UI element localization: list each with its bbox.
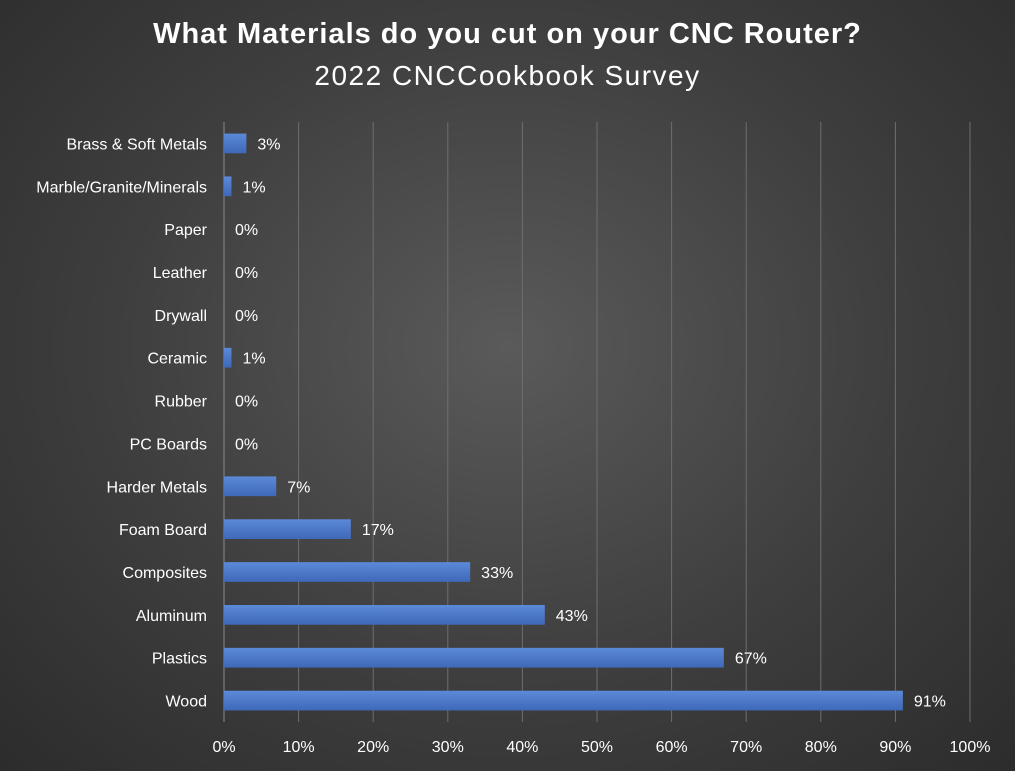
bar xyxy=(224,133,247,154)
bar xyxy=(224,647,724,668)
data-label: 17% xyxy=(362,522,394,539)
bar xyxy=(224,690,903,711)
category-label: Paper xyxy=(164,222,207,239)
data-label: 0% xyxy=(235,394,258,411)
data-label: 91% xyxy=(914,694,946,711)
x-tick-label: 70% xyxy=(730,739,762,756)
bar xyxy=(224,519,351,539)
x-tick-label: 50% xyxy=(581,739,613,756)
data-labels: 3% 1% 0% 0% 0% 1% 0% 0% 7% 17% 33% 43% 67% 91% xyxy=(235,136,946,710)
data-label: 3% xyxy=(257,136,280,153)
x-tick-label: 40% xyxy=(506,739,538,756)
data-label: 0% xyxy=(235,308,258,325)
category-label: Harder Metals xyxy=(107,479,207,496)
data-label: 0% xyxy=(235,265,258,282)
data-label: 1% xyxy=(242,351,265,368)
data-label: 33% xyxy=(481,565,513,582)
x-tick-label: 0% xyxy=(212,739,235,756)
x-tick-label: 90% xyxy=(879,739,911,756)
category-label: Marble/Granite/Minerals xyxy=(36,179,207,196)
data-label: 1% xyxy=(242,179,265,196)
chart-title: What Materials do you cut on your CNC Ro… xyxy=(153,18,862,50)
category-label: PC Boards xyxy=(130,436,207,453)
gridlines xyxy=(223,122,971,722)
x-tick-label: 10% xyxy=(283,739,315,756)
category-labels: Brass & Soft Metals Marble/Granite/Minera… xyxy=(36,136,207,710)
category-label: Leather xyxy=(153,265,208,282)
bar xyxy=(224,605,545,625)
category-label: Brass & Soft Metals xyxy=(67,136,208,153)
bar xyxy=(224,562,471,582)
category-label: Rubber xyxy=(155,394,208,411)
category-label: Composites xyxy=(123,565,207,582)
category-label: Plastics xyxy=(152,651,207,668)
x-tick-labels: 0% 10% 20% 30% 40% 50% 60% 70% 80% 90% 100% xyxy=(212,739,990,756)
bar xyxy=(224,176,232,197)
x-tick-label: 20% xyxy=(357,739,389,756)
bar xyxy=(224,347,232,368)
x-tick-label: 80% xyxy=(805,739,837,756)
x-tick-label: 30% xyxy=(432,739,464,756)
category-label: Wood xyxy=(165,694,207,711)
category-label: Foam Board xyxy=(119,522,207,539)
x-tick-label: 100% xyxy=(950,739,991,756)
bars xyxy=(224,133,903,711)
data-label: 67% xyxy=(735,651,767,668)
category-label: Ceramic xyxy=(147,351,207,368)
data-label: 0% xyxy=(235,436,258,453)
data-label: 7% xyxy=(287,479,310,496)
category-label: Drywall xyxy=(155,308,207,325)
data-label: 43% xyxy=(556,608,588,625)
category-label: Aluminum xyxy=(136,608,207,625)
bar xyxy=(224,476,277,497)
chart-subtitle: 2022 CNCCookbook Survey xyxy=(314,60,701,91)
x-tick-label: 60% xyxy=(656,739,688,756)
data-label: 0% xyxy=(235,222,258,239)
